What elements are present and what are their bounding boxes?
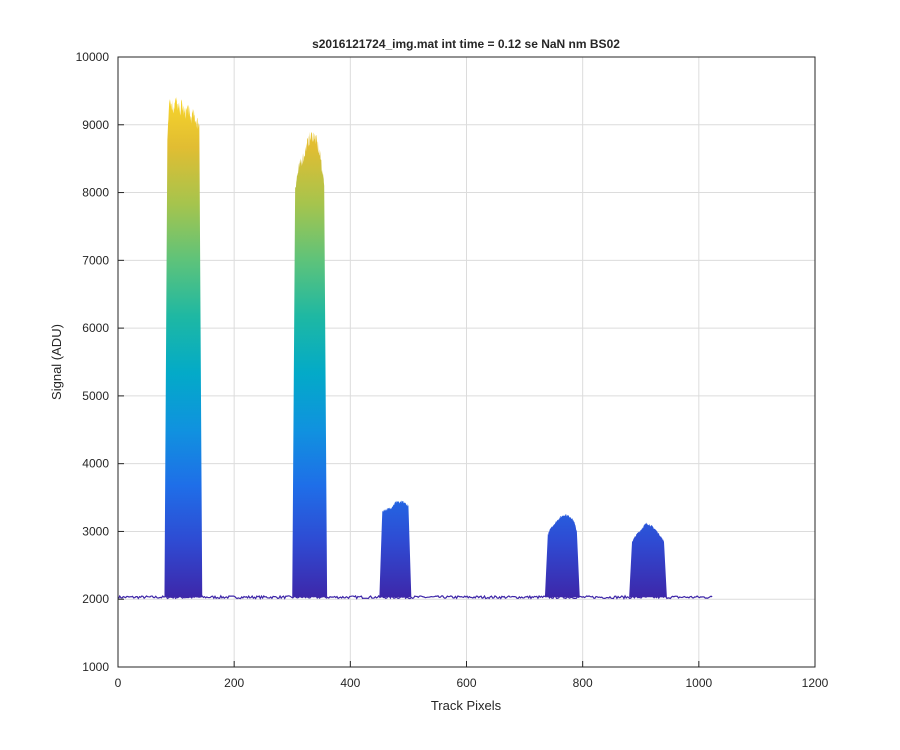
x-tick-label: 400 — [340, 676, 360, 690]
x-tick-label: 600 — [456, 676, 476, 690]
y-axis: 1000 2000 3000 4000 5000 6000 7000 8000 9000 1000… — [76, 50, 124, 674]
x-tick-label: 1000 — [685, 676, 712, 690]
y-tick-label: 1000 — [82, 660, 109, 674]
y-tick-label: 8000 — [82, 186, 109, 200]
signal-peak-2 — [292, 131, 328, 598]
x-axis: 0 200 400 600 800 1000 1200 — [115, 661, 829, 690]
y-tick-label: 6000 — [82, 321, 109, 335]
baseline-layer — [118, 594, 713, 600]
x-tick-label: 200 — [224, 676, 244, 690]
y-tick-label: 5000 — [82, 389, 109, 403]
signal-peak-5 — [629, 522, 667, 598]
signal-peak-3 — [379, 500, 412, 598]
y-axis-label: Signal (ADU) — [49, 324, 64, 400]
x-tick-label: 1200 — [802, 676, 829, 690]
x-tick-label: 0 — [115, 676, 122, 690]
x-axis-label: Track Pixels — [431, 698, 502, 713]
y-tick-label: 3000 — [82, 524, 109, 538]
y-tick-label: 2000 — [82, 592, 109, 606]
signal-peak-1 — [164, 96, 203, 598]
y-tick-label: 4000 — [82, 457, 109, 471]
series-layer — [164, 96, 667, 598]
y-tick-label: 9000 — [82, 118, 109, 132]
y-tick-label: 7000 — [82, 253, 109, 267]
signal-peak-4 — [544, 513, 580, 598]
x-tick-label: 800 — [573, 676, 593, 690]
baseline-trace — [118, 594, 713, 600]
chart-title: s2016121724_img.mat int time = 0.12 se N… — [312, 37, 620, 51]
y-tick-label: 10000 — [76, 50, 110, 64]
grid — [118, 57, 815, 667]
